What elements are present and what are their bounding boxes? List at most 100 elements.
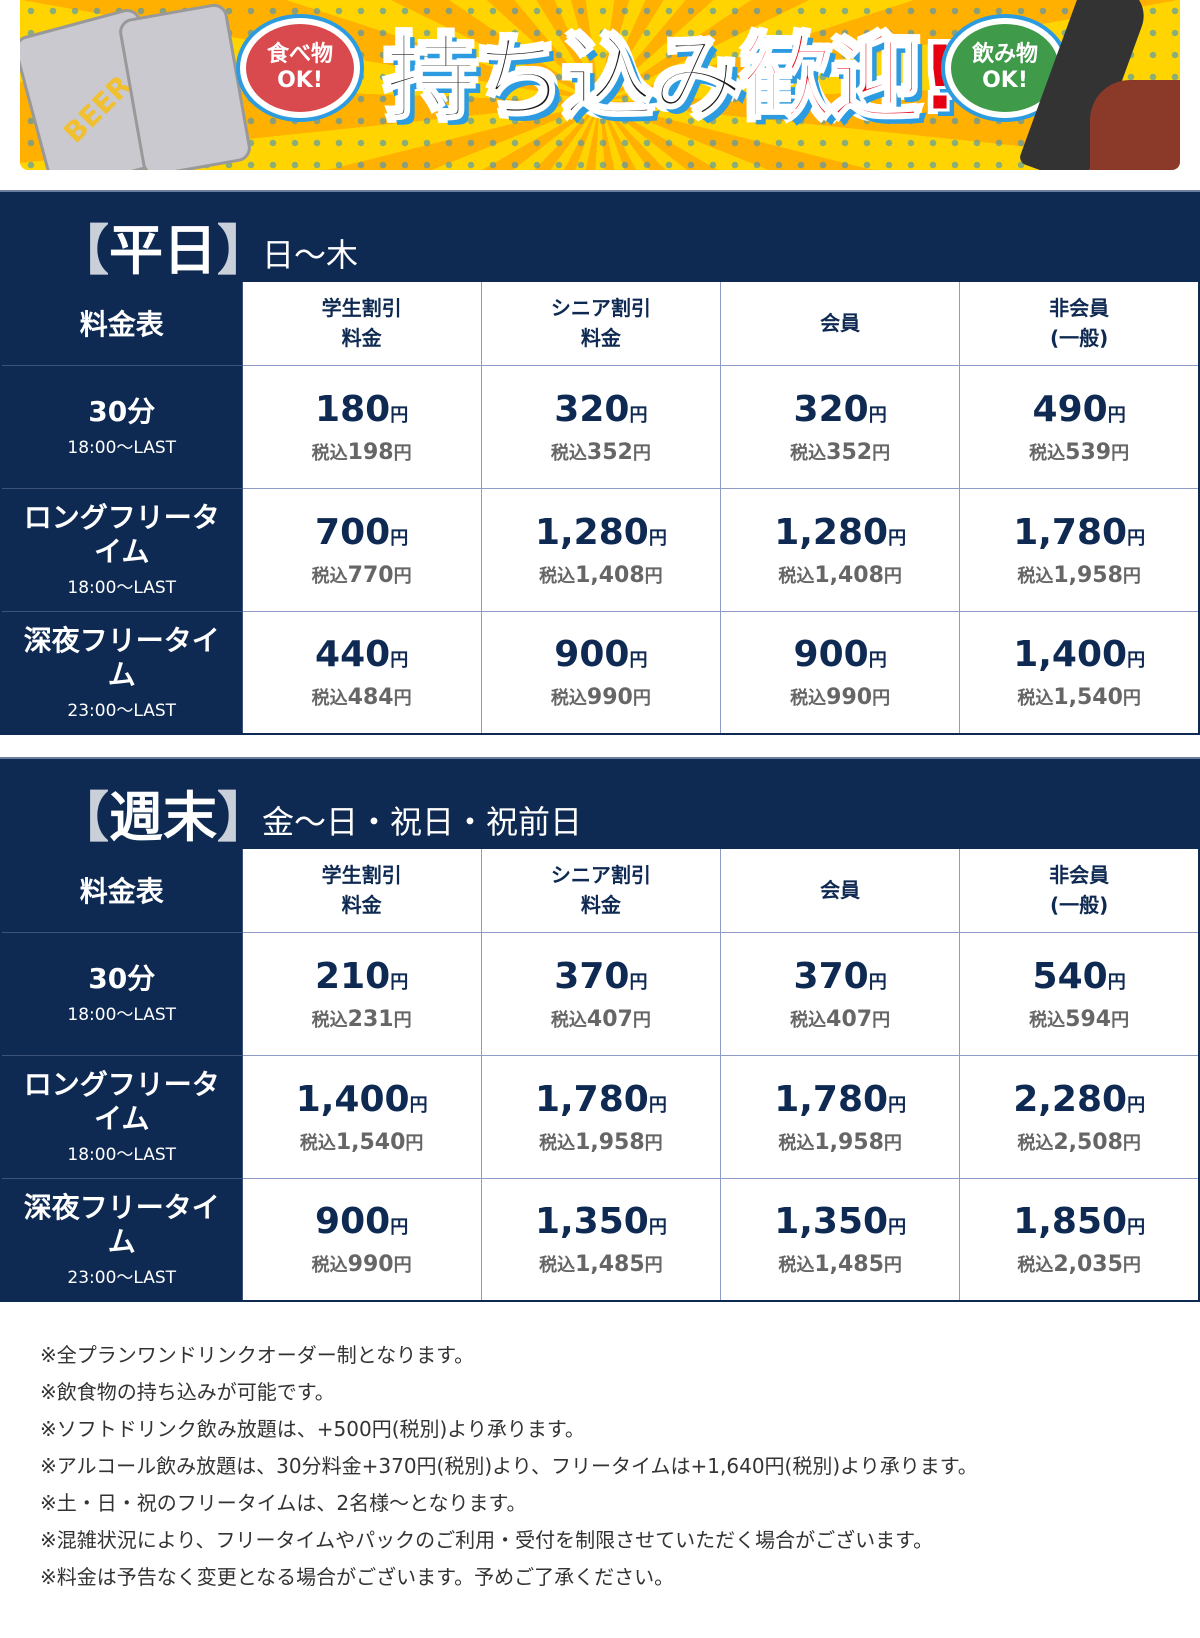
note-item: ※飲食物の持ち込みが可能です。 [40, 1380, 335, 1404]
tax-included-price: 税込407円 [550, 1006, 651, 1032]
plan-name: 深夜フリータイム [23, 623, 220, 691]
price: 540円 [1032, 955, 1126, 997]
price: 2,280円 [1013, 1078, 1146, 1120]
plan-name: 30分 [88, 395, 156, 428]
tax-included-price: 税込594円 [1029, 1006, 1130, 1032]
plan-time: 23:00〜LAST [67, 700, 177, 721]
note-item: ※全プランワンドリンクオーダー制となります。 [40, 1343, 475, 1367]
price: 900円 [793, 634, 887, 676]
price-cell: 370円 税込407円 [480, 931, 722, 1056]
tax-included-price: 税込407円 [790, 1006, 891, 1032]
price: 1,400円 [295, 1078, 428, 1120]
note-item: ※アルコール飲み放題は、30分料金+370円(税別)より、フリータイムは+1,6… [40, 1454, 978, 1478]
tax-included-price: 税込990円 [311, 1252, 412, 1278]
price-cell: 900円 税込990円 [719, 610, 961, 735]
tax-included-price: 税込231円 [311, 1006, 412, 1032]
tax-included-price: 税込1,485円 [778, 1252, 902, 1278]
drink-ok-bubble: 飲み物 OK! [945, 18, 1065, 118]
bring-your-own-banner: BEER 食べ物 OK! 持ち込み歓迎! 飲み物 OK! [20, 0, 1180, 170]
price: 490円 [1032, 388, 1126, 430]
price-cell: 1,400円 税込1,540円 [241, 1054, 482, 1179]
tax-included-price: 税込2,508円 [1017, 1129, 1141, 1155]
plan-time: 23:00〜LAST [67, 1267, 177, 1288]
price-cell: 440円 税込484円 [241, 610, 482, 735]
tax-included-price: 税込1,408円 [778, 562, 902, 588]
plan-name: 30分 [88, 962, 156, 995]
section-title: 【平日】 [55, 219, 271, 282]
tax-included-price: 税込352円 [550, 439, 651, 465]
price: 1,350円 [774, 1201, 907, 1243]
price-cell: 1,780円 税込1,958円 [719, 1054, 961, 1179]
price-cell: 1,280円 税込1,408円 [480, 487, 722, 612]
table-row: 深夜フリータイム 23:00〜LAST 900円 税込990円 1,350円 税… [0, 1177, 1200, 1302]
column-header: 会員 [719, 847, 961, 933]
notes: ※全プランワンドリンクオーダー制となります。 ※飲食物の持ち込みが可能です。 ※ソフ… [40, 1337, 978, 1596]
tax-included-price: 税込770円 [311, 562, 412, 588]
plan-label: 30分 18:00〜LAST [0, 931, 243, 1056]
price: 320円 [554, 388, 648, 430]
note-item: ※混雑状況により、フリータイムやパックのご利用・受付を制限させていただく場合がご… [40, 1528, 934, 1552]
plan-time: 18:00〜LAST [67, 578, 177, 598]
section-header: 【平日】 日〜木 [0, 190, 1200, 282]
price: 700円 [315, 511, 409, 553]
price: 1,400円 [1013, 634, 1146, 676]
tax-included-price: 税込1,485円 [539, 1252, 663, 1278]
price: 1,780円 [774, 1078, 907, 1120]
food-ok-bubble: 食べ物 OK! [240, 18, 360, 118]
column-header: 学生割引 料金 [241, 280, 482, 366]
plan-time: 18:00〜LAST [67, 1145, 177, 1165]
table-header-row: 料金表 学生割引 料金 シニア割引 料金 会員 非会員 (一般) [0, 280, 1200, 366]
price-cell: 700円 税込770円 [241, 487, 482, 612]
price: 440円 [315, 634, 409, 676]
tax-included-price: 税込1,540円 [1017, 685, 1141, 711]
tax-included-price: 税込539円 [1029, 439, 1130, 465]
tax-included-price: 税込198円 [311, 439, 412, 465]
table-row: 30分 18:00〜LAST 210円 税込231円 370円 税込407円 3… [0, 931, 1200, 1056]
section-days: 金〜日・祝日・祝前日 [262, 803, 583, 841]
price: 370円 [793, 955, 887, 997]
price-section: 【平日】 日〜木 料金表 学生割引 料金 シニア割引 料金 会員 非会員 (一般) 30… [0, 190, 1200, 735]
table-row: ロングフリータイム 18:00〜LAST 700円 税込770円 1,280円 … [0, 487, 1200, 612]
price-cell: 1,400円 税込1,540円 [959, 610, 1200, 735]
plan-label: ロングフリータイム 18:00〜LAST [0, 1054, 243, 1179]
section-days: 日〜木 [262, 236, 359, 274]
price: 180円 [315, 388, 409, 430]
section-title: 【週末】 [55, 786, 271, 849]
tax-included-price: 税込1,408円 [539, 562, 663, 588]
table-row: ロングフリータイム 18:00〜LAST 1,400円 税込1,540円 1,7… [0, 1054, 1200, 1179]
plan-label: 30分 18:00〜LAST [0, 364, 243, 489]
price-cell: 1,780円 税込1,958円 [959, 487, 1200, 612]
note-item: ※料金は予告なく変更となる場合がございます。予めご了承ください。 [40, 1565, 675, 1589]
section-header: 【週末】 金〜日・祝日・祝前日 [0, 757, 1200, 849]
price: 210円 [315, 955, 409, 997]
price-cell: 320円 税込352円 [480, 364, 722, 489]
price: 1,780円 [534, 1078, 667, 1120]
plan-label: 深夜フリータイム 23:00〜LAST [0, 610, 243, 735]
column-header: 非会員 (一般) [959, 847, 1200, 933]
plan-label: 深夜フリータイム 23:00〜LAST [0, 1177, 243, 1302]
table-header-row: 料金表 学生割引 料金 シニア割引 料金 会員 非会員 (一般) [0, 847, 1200, 933]
column-header: 会員 [719, 280, 961, 366]
price-cell: 540円 税込594円 [959, 931, 1200, 1056]
column-header: 学生割引 料金 [241, 847, 482, 933]
column-header: 非会員 (一般) [959, 280, 1200, 366]
plan-name: 深夜フリータイム [23, 1190, 220, 1258]
price: 1,280円 [534, 511, 667, 553]
price-cell: 180円 税込198円 [241, 364, 482, 489]
plan-name: ロングフリータイム [23, 1068, 220, 1135]
drink-cup-image [1090, 80, 1180, 170]
tax-included-price: 税込2,035円 [1017, 1252, 1141, 1278]
plan-time: 18:00〜LAST [67, 1005, 177, 1025]
price: 1,280円 [774, 511, 907, 553]
price-cell: 2,280円 税込2,508円 [959, 1054, 1200, 1179]
column-header: シニア割引 料金 [480, 280, 722, 366]
table-row: 30分 18:00〜LAST 180円 税込198円 320円 税込352円 3… [0, 364, 1200, 489]
note-item: ※土・日・祝のフリータイムは、2名様〜となります。 [40, 1491, 527, 1515]
price-cell: 1,280円 税込1,408円 [719, 487, 961, 612]
price-cell: 1,780円 税込1,958円 [480, 1054, 722, 1179]
price: 900円 [315, 1201, 409, 1243]
price-cell: 490円 税込539円 [959, 364, 1200, 489]
price: 1,350円 [534, 1201, 667, 1243]
plan-label: ロングフリータイム 18:00〜LAST [0, 487, 243, 612]
price-cell: 210円 税込231円 [241, 931, 482, 1056]
